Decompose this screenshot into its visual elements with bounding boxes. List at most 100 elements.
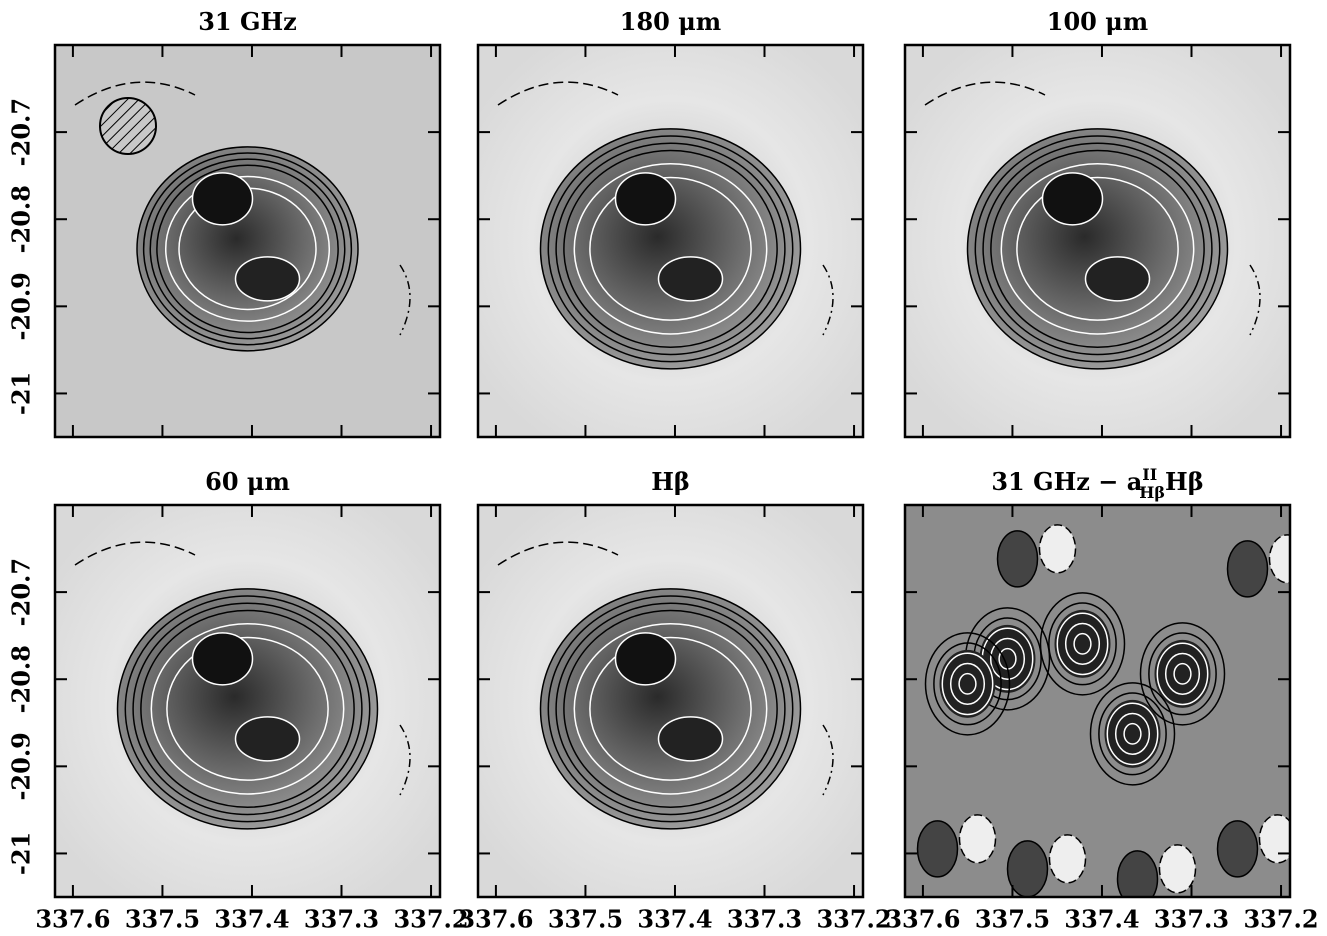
- peak: [657, 256, 724, 302]
- contour: [164, 175, 331, 322]
- residual-hole: [958, 814, 997, 864]
- contour: [1098, 692, 1167, 776]
- contour: [1114, 712, 1151, 755]
- y-tick-label: -20.9: [7, 272, 36, 340]
- neg-contour: [822, 724, 834, 796]
- contour: [573, 162, 768, 335]
- x-tick-label: 337.3: [1154, 905, 1229, 933]
- residual-hole: [1158, 844, 1197, 894]
- contour: [166, 636, 329, 781]
- neg-contour: [399, 264, 411, 336]
- contour: [1106, 702, 1159, 766]
- contour: [132, 602, 363, 816]
- neg-contour: [74, 81, 196, 106]
- contour: [563, 149, 778, 348]
- y-tick-label: -21: [7, 832, 36, 875]
- neg-contour: [399, 724, 411, 796]
- neg-contour: [1249, 264, 1261, 336]
- x-tick-label: 337.2: [393, 905, 468, 933]
- title-sub: Hβ: [1139, 483, 1165, 502]
- residual-peak: [939, 649, 996, 718]
- peak: [191, 632, 254, 686]
- peak: [614, 172, 677, 226]
- neg-contour: [822, 264, 834, 336]
- y-tick-label: -20.7: [7, 558, 36, 626]
- contour: [150, 622, 345, 795]
- contour: [142, 152, 353, 346]
- contour: [989, 637, 1026, 680]
- residual-peak: [1154, 639, 1211, 708]
- contour: [116, 588, 379, 830]
- contour: [924, 632, 1011, 736]
- x-tick-label: 337.4: [1064, 905, 1139, 933]
- residual-blob: [1116, 850, 1159, 897]
- peak: [1041, 172, 1104, 226]
- y-tick-label: -21: [7, 372, 36, 415]
- residual-blob: [1006, 840, 1049, 897]
- peak: [191, 172, 254, 226]
- map-image: [905, 505, 1290, 897]
- contour: [990, 149, 1205, 348]
- emission: [967, 128, 1228, 369]
- contour: [1123, 722, 1142, 745]
- contour: [555, 602, 786, 816]
- panel: Hβ 337.6 337.5 337.4 337.3 337.2: [458, 467, 891, 934]
- frame: [53, 503, 442, 899]
- emission: [540, 588, 801, 829]
- contour: [573, 622, 768, 795]
- emission: [137, 146, 358, 351]
- contour: [1064, 622, 1101, 665]
- title-main: 31 GHz − a: [991, 467, 1142, 496]
- peak: [234, 256, 301, 302]
- residual-peak: [1104, 699, 1161, 768]
- contour: [974, 135, 1221, 363]
- title-end: Hβ: [1165, 467, 1204, 496]
- x-tick-label: 337.4: [637, 905, 712, 933]
- contour: [1173, 662, 1192, 685]
- x-tick-label: 337.4: [214, 905, 289, 933]
- contour: [124, 595, 371, 823]
- contour: [958, 672, 977, 695]
- frame: [476, 503, 865, 899]
- map-image: [905, 45, 1290, 437]
- x-tick-label: 337.5: [975, 905, 1050, 933]
- contour: [949, 662, 986, 705]
- residual-blob: [996, 530, 1039, 588]
- contour: [539, 588, 802, 830]
- x-tick-label: 337.5: [125, 905, 200, 933]
- residual-blob: [1226, 540, 1269, 598]
- x-tick-label: 337.3: [727, 905, 802, 933]
- neg-contour: [74, 541, 196, 566]
- beam: [99, 97, 157, 155]
- peak: [234, 716, 301, 762]
- y-tick-label: -20.9: [7, 732, 36, 800]
- title-main: Hβ: [651, 467, 690, 496]
- title-main: 60 μm: [205, 467, 290, 496]
- contour: [563, 609, 778, 808]
- y-tick-label: -20.8: [7, 185, 36, 253]
- y-tick-label: -20.8: [7, 645, 36, 713]
- x-tick-label: 337.2: [1243, 905, 1318, 933]
- panel: 180 μm: [476, 7, 865, 439]
- contour: [1056, 612, 1109, 676]
- contour: [589, 176, 752, 321]
- contour: [555, 142, 786, 356]
- contour: [1139, 622, 1226, 726]
- frame: [903, 43, 1292, 439]
- contour: [941, 652, 994, 716]
- contour: [1073, 632, 1092, 655]
- residual-hole: [1048, 834, 1087, 884]
- contour: [149, 158, 346, 340]
- panel-title: Hβ: [651, 467, 690, 496]
- map-image: [55, 505, 440, 897]
- contour: [1164, 652, 1201, 695]
- panel: 31 GHz -20.7 -20.8 -20.9 -21: [7, 7, 442, 439]
- contour: [966, 128, 1229, 370]
- peak: [1084, 256, 1151, 302]
- contour: [1016, 176, 1179, 321]
- map-image: [478, 45, 863, 437]
- x-tick-label: 337.5: [548, 905, 623, 933]
- residual-hole: [1258, 814, 1290, 864]
